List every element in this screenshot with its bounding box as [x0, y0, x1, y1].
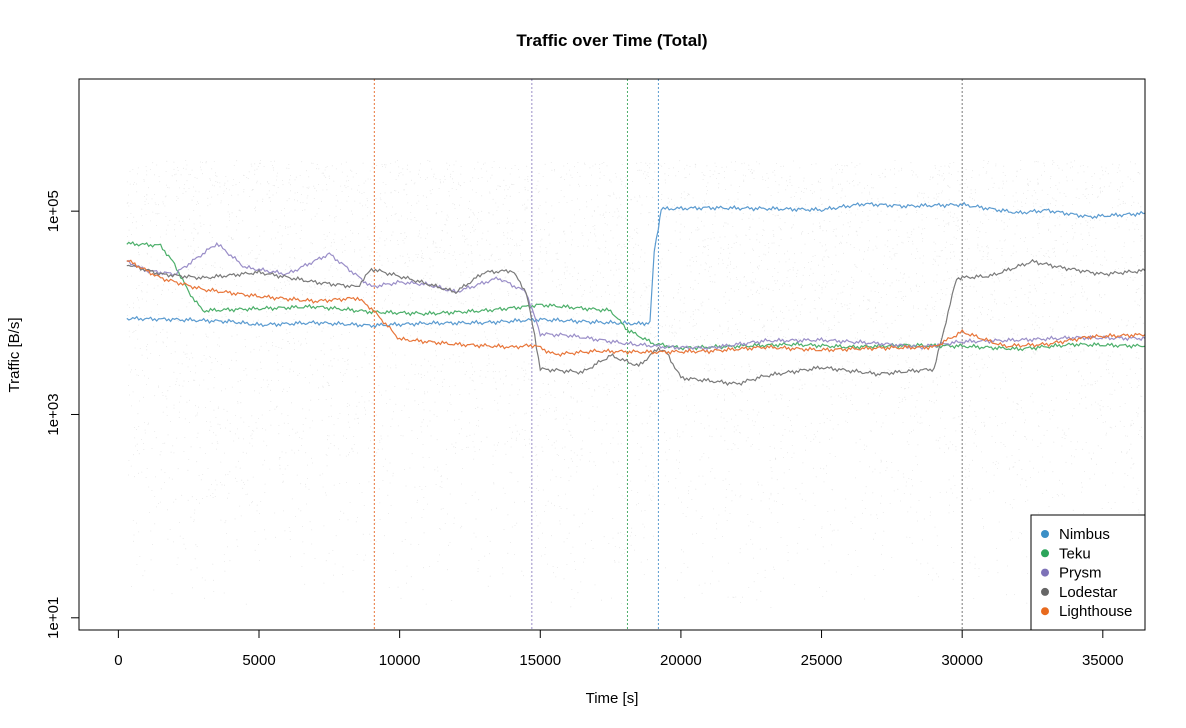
- y-axis: 1e+01 1e+03 1e+05: [45, 190, 80, 639]
- x-tick-label: 30000: [941, 652, 983, 669]
- series-line-teku: [126, 241, 1146, 352]
- x-tick-label: 20000: [660, 652, 702, 669]
- legend-label-teku: Teku: [1059, 545, 1091, 562]
- series-lines: [126, 201, 1146, 387]
- y-axis-label: Traffic [B/s]: [6, 317, 23, 392]
- x-tick-label: 25000: [801, 652, 843, 669]
- legend-swatch-teku: [1041, 549, 1049, 558]
- x-axis: 0 5000 10000 15000 20000 25000 30000 35000: [114, 629, 1124, 669]
- legend-swatch-nimbus: [1041, 530, 1049, 538]
- legend-label-prysm: Prysm: [1059, 565, 1102, 582]
- y-tick-label: 1e+03: [45, 393, 62, 435]
- x-tick-label: 0: [114, 652, 122, 669]
- x-tick-label: 10000: [379, 652, 421, 669]
- y-tick-label: 1e+05: [45, 190, 62, 232]
- series-line-lighthouse: [126, 259, 1146, 357]
- sample-cloud: [126, 160, 1145, 608]
- x-axis-label: Time [s]: [586, 690, 639, 707]
- series-line-lodestar: [126, 258, 1146, 387]
- chart-title: Traffic over Time (Total): [516, 31, 707, 50]
- series-line-nimbus: [126, 201, 1146, 329]
- legend: Nimbus Teku Prysm Lodestar Lighthouse: [1030, 514, 1146, 631]
- legend-label-lodestar: Lodestar: [1059, 584, 1117, 601]
- series-line-prysm: [126, 242, 1146, 351]
- legend-swatch-lodestar: [1041, 587, 1049, 596]
- y-tick-label: 1e+01: [45, 597, 62, 639]
- x-tick-label: 5000: [242, 652, 275, 669]
- legend-label-nimbus: Nimbus: [1059, 526, 1110, 543]
- x-tick-label: 15000: [519, 652, 561, 669]
- legend-swatch-prysm: [1041, 568, 1049, 577]
- legend-swatch-lighthouse: [1041, 607, 1049, 616]
- x-tick-label: 35000: [1082, 652, 1124, 669]
- legend-label-lighthouse: Lighthouse: [1059, 603, 1132, 620]
- background-sample-cloud: [126, 160, 1145, 608]
- legend-box: [1030, 514, 1146, 631]
